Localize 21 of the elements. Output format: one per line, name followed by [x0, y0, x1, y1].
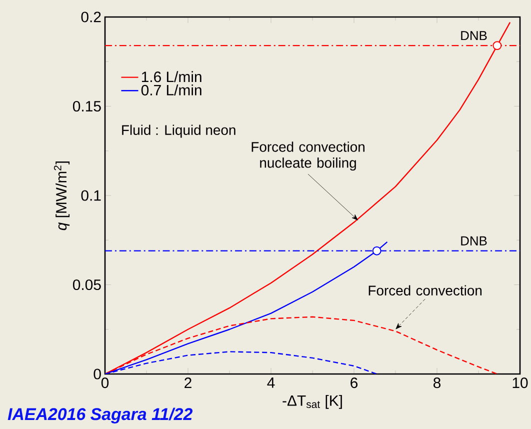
annotation: Forced convection nucleate boiling: [252, 142, 364, 171]
y-axis-title: q [MW/m$^{2}$]: [54, 161, 70, 230]
x-tick-label: 0: [101, 378, 109, 388]
x-axis-title: -ΔT$_{sat}$ [K]: [282, 394, 342, 409]
y-tick-label: 0.1: [81, 190, 101, 201]
legend-label: 0.7 L/min: [141, 84, 202, 96]
x-tick-label: 10: [512, 378, 528, 388]
annotation: Fluid : Liquid neon: [122, 124, 236, 138]
y-tick-label: 0: [94, 368, 101, 380]
ref-line-label: DNB: [461, 31, 487, 40]
y-tick-label: 0.15: [72, 100, 101, 112]
annotation: Forced convection: [368, 285, 482, 296]
legend-label: 1.6 L/min: [142, 71, 202, 82]
x-tick-label: 4: [267, 378, 275, 388]
x-tick-label: 2: [184, 378, 192, 388]
y-tick-label: 0.2: [81, 12, 101, 22]
x-tick-label: 6: [350, 378, 358, 388]
x-tick-label: 8: [434, 378, 441, 388]
ref-line-label: DNB: [461, 236, 487, 246]
text: IAEA2016 Sagara 11/22: [8, 408, 193, 424]
y-tick-label: 0.05: [72, 279, 101, 290]
